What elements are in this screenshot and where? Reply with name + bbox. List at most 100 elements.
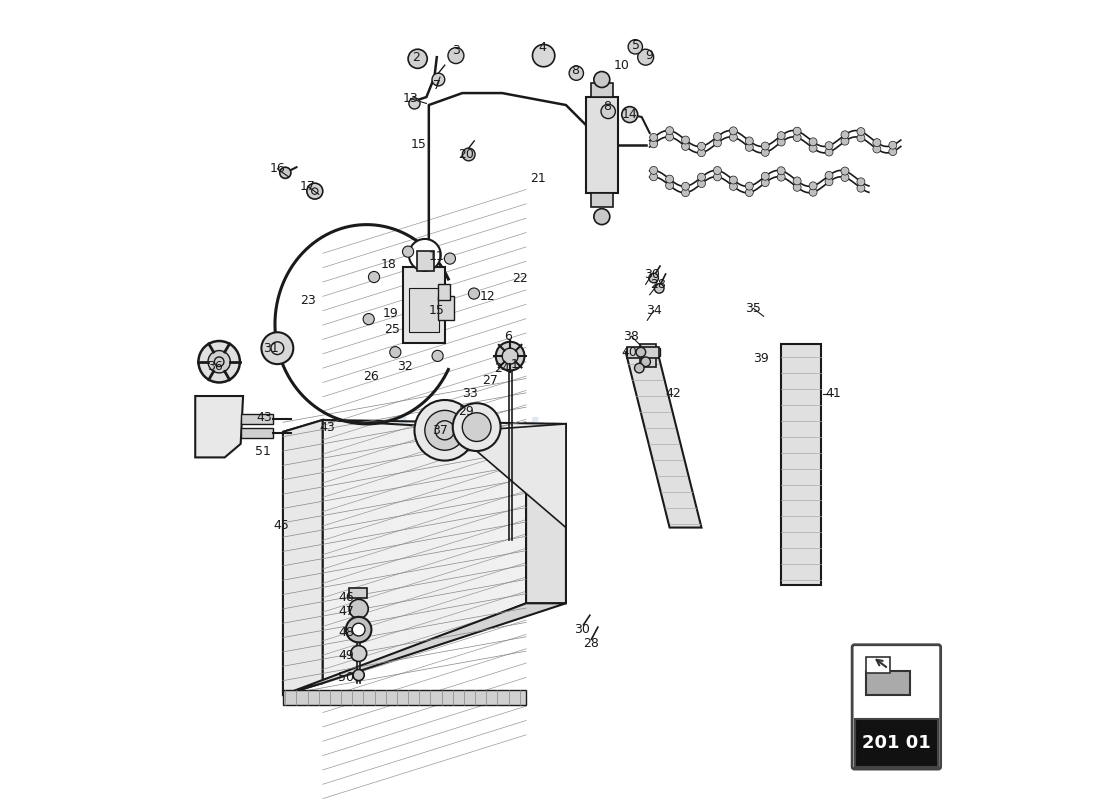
Circle shape xyxy=(889,148,896,155)
Circle shape xyxy=(729,134,737,142)
Text: 6: 6 xyxy=(505,330,513,342)
Circle shape xyxy=(462,413,491,442)
Text: 31: 31 xyxy=(263,342,278,354)
Polygon shape xyxy=(454,424,565,527)
Circle shape xyxy=(594,209,609,225)
Circle shape xyxy=(873,145,881,153)
Bar xyxy=(591,193,613,207)
Circle shape xyxy=(697,179,705,187)
Text: 9: 9 xyxy=(646,49,653,62)
Circle shape xyxy=(208,350,230,373)
Text: 201 01: 201 01 xyxy=(862,734,931,752)
Circle shape xyxy=(432,350,443,362)
Text: 21: 21 xyxy=(530,172,546,185)
Text: 46: 46 xyxy=(338,591,354,604)
Text: 13: 13 xyxy=(403,92,418,105)
Circle shape xyxy=(810,188,817,196)
Circle shape xyxy=(825,148,833,156)
Circle shape xyxy=(746,182,754,190)
Text: 14: 14 xyxy=(621,108,638,121)
Text: 25: 25 xyxy=(384,323,400,336)
Bar xyxy=(855,719,938,766)
Text: 28: 28 xyxy=(650,278,666,291)
Text: 23: 23 xyxy=(300,294,316,307)
Circle shape xyxy=(729,127,737,135)
Circle shape xyxy=(462,148,475,161)
Circle shape xyxy=(409,239,441,271)
Circle shape xyxy=(746,137,754,145)
Circle shape xyxy=(793,183,801,191)
Text: 38: 38 xyxy=(624,330,639,342)
Circle shape xyxy=(857,134,865,142)
Text: 45: 45 xyxy=(274,519,289,533)
Text: 28: 28 xyxy=(583,637,600,650)
Circle shape xyxy=(857,184,865,192)
Text: 26: 26 xyxy=(363,370,378,382)
Text: 8: 8 xyxy=(572,64,580,78)
Circle shape xyxy=(368,271,379,282)
Circle shape xyxy=(403,246,414,258)
Circle shape xyxy=(409,98,420,109)
Bar xyxy=(404,267,444,342)
Circle shape xyxy=(666,133,673,141)
Circle shape xyxy=(842,131,849,138)
Text: 29: 29 xyxy=(459,406,474,418)
Text: 39: 39 xyxy=(754,352,769,365)
Circle shape xyxy=(889,142,896,149)
Circle shape xyxy=(496,342,525,370)
Circle shape xyxy=(654,284,664,293)
Bar xyxy=(417,251,434,271)
Circle shape xyxy=(649,274,659,283)
Text: 42: 42 xyxy=(666,387,681,400)
Circle shape xyxy=(353,670,364,681)
Text: 8: 8 xyxy=(604,100,612,113)
Bar xyxy=(241,428,273,438)
Circle shape xyxy=(857,127,865,135)
Text: 51: 51 xyxy=(255,446,271,458)
Circle shape xyxy=(793,127,801,135)
Circle shape xyxy=(650,134,658,142)
Circle shape xyxy=(746,143,754,151)
Bar xyxy=(866,671,910,695)
Text: 3: 3 xyxy=(452,44,460,58)
Circle shape xyxy=(810,138,817,146)
Bar xyxy=(349,588,366,598)
Circle shape xyxy=(761,142,769,150)
Circle shape xyxy=(825,178,833,186)
Circle shape xyxy=(825,142,833,150)
Circle shape xyxy=(601,104,615,118)
Text: 37: 37 xyxy=(432,424,448,437)
Text: 22: 22 xyxy=(512,272,528,286)
Text: 43: 43 xyxy=(319,422,334,434)
Circle shape xyxy=(810,182,817,190)
Bar xyxy=(591,82,613,97)
Circle shape xyxy=(569,66,583,80)
Bar xyxy=(439,285,450,300)
Circle shape xyxy=(825,171,833,179)
Text: 16: 16 xyxy=(270,162,285,175)
Circle shape xyxy=(453,403,500,451)
Circle shape xyxy=(636,347,646,357)
Circle shape xyxy=(279,167,290,178)
Polygon shape xyxy=(283,603,565,695)
Circle shape xyxy=(432,73,444,86)
Circle shape xyxy=(635,363,645,373)
Circle shape xyxy=(778,166,785,174)
Circle shape xyxy=(842,167,849,175)
Text: 1: 1 xyxy=(510,358,518,370)
Circle shape xyxy=(425,410,464,450)
Circle shape xyxy=(697,149,705,157)
Circle shape xyxy=(682,142,690,150)
Text: 35: 35 xyxy=(746,302,761,315)
Circle shape xyxy=(650,166,658,174)
Bar xyxy=(866,657,890,673)
Circle shape xyxy=(650,173,658,181)
Circle shape xyxy=(842,174,849,182)
Circle shape xyxy=(415,400,475,461)
Circle shape xyxy=(641,357,650,366)
Circle shape xyxy=(857,178,865,186)
Text: 15: 15 xyxy=(429,304,444,318)
Circle shape xyxy=(729,176,737,184)
Text: 20: 20 xyxy=(459,148,474,161)
Text: 33: 33 xyxy=(462,387,478,400)
